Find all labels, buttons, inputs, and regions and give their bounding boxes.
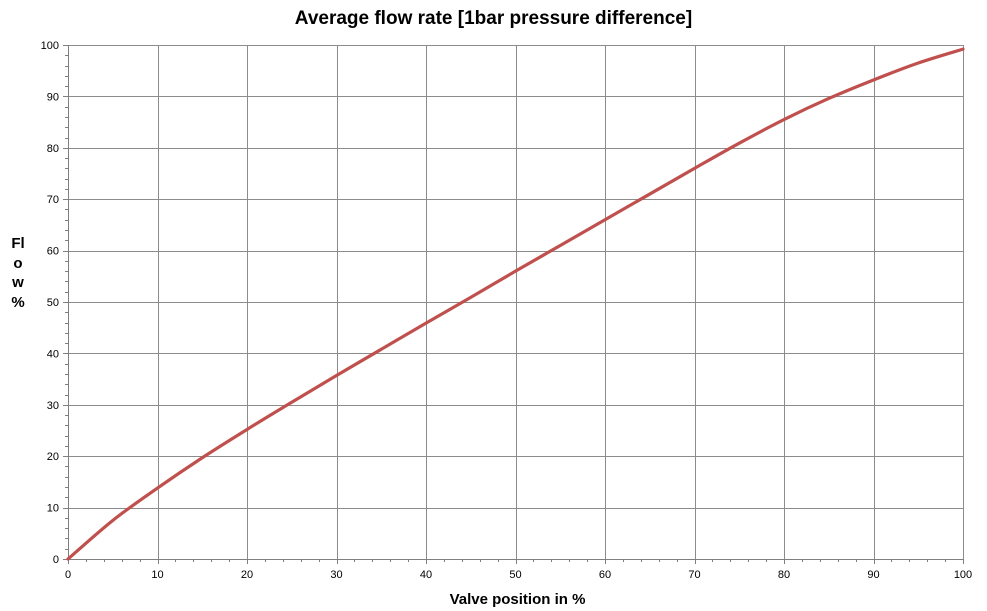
x-tick-label: 80 bbox=[778, 569, 790, 581]
y-tick-label: 30 bbox=[47, 400, 59, 412]
series-layer bbox=[66, 47, 965, 561]
x-tick-label: 60 bbox=[599, 569, 611, 581]
x-axis-label: Valve position in % bbox=[449, 591, 586, 608]
series-line-0 bbox=[66, 47, 965, 561]
axis-layer bbox=[63, 45, 964, 564]
x-tick-label: 20 bbox=[241, 569, 253, 581]
y-tick-label: 0 bbox=[53, 554, 59, 566]
x-tick-label: 0 bbox=[65, 569, 71, 581]
chart-title: Average flow rate [1bar pressure differe… bbox=[294, 8, 693, 29]
x-tick-label: 50 bbox=[509, 569, 521, 581]
x-tick-label: 30 bbox=[330, 569, 342, 581]
y-axis-label: Flow% bbox=[11, 235, 25, 311]
x-tick-label: 90 bbox=[867, 569, 879, 581]
y-tick-label: 10 bbox=[47, 503, 59, 515]
y-tick-label: 20 bbox=[47, 451, 59, 463]
x-tick-label: 10 bbox=[151, 569, 163, 581]
minor-tick-layer bbox=[65, 55, 946, 562]
x-tick-label: 40 bbox=[420, 569, 432, 581]
y-tick-label: 90 bbox=[47, 91, 59, 103]
y-tick-label: 40 bbox=[47, 348, 59, 360]
y-tick-label: 60 bbox=[47, 246, 59, 258]
x-tick-label: 100 bbox=[954, 569, 972, 581]
y-tick-label: 50 bbox=[47, 297, 59, 309]
y-tick-label: 70 bbox=[47, 194, 59, 206]
y-tick-label: 80 bbox=[47, 143, 59, 155]
y-tick-label: 100 bbox=[41, 40, 59, 52]
grid-layer bbox=[68, 45, 964, 559]
tick-label-layer: 0 10 20 30 40 50 60 70 80 90 100 0 10 20 30 40 50 60 70 80 9… bbox=[41, 40, 973, 581]
x-tick-label: 70 bbox=[688, 569, 700, 581]
